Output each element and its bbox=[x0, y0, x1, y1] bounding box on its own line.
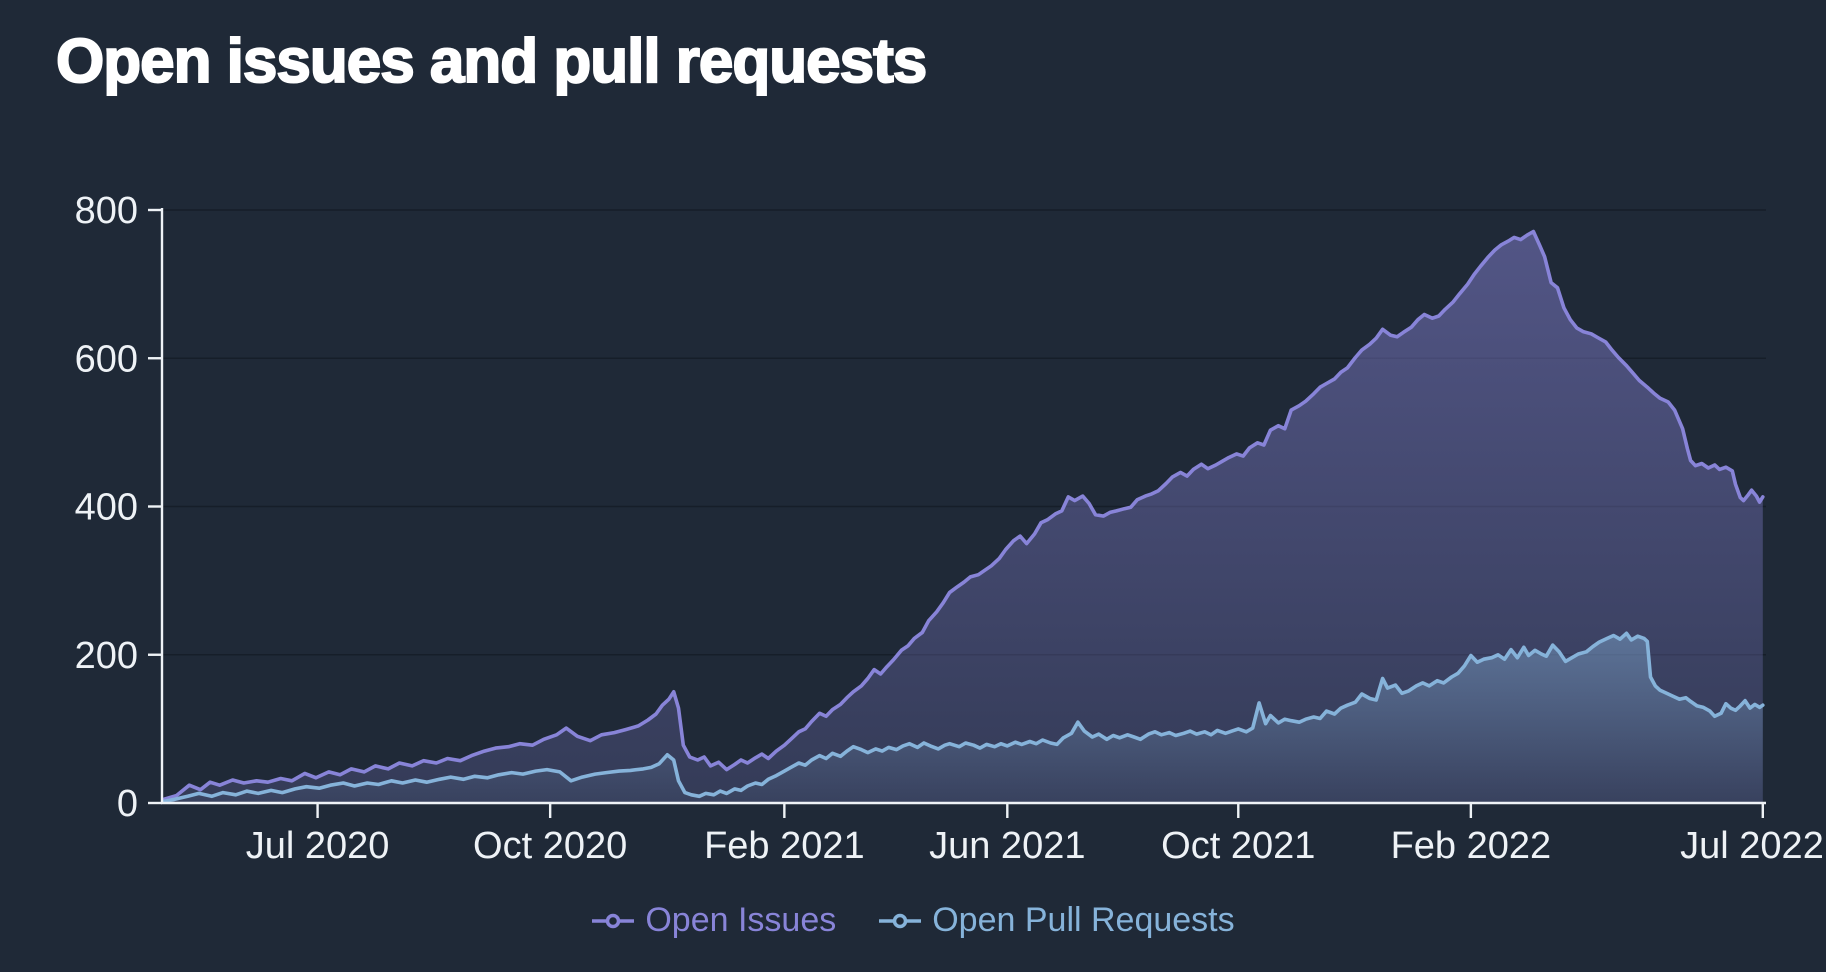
chart-legend: Open Issues Open Pull Requests bbox=[0, 901, 1826, 940]
open-pull-requests-area bbox=[163, 633, 1763, 803]
legend-label-open-pull-requests: Open Pull Requests bbox=[932, 901, 1235, 939]
x-axis-tick-label: Feb 2022 bbox=[1391, 825, 1552, 867]
y-axis-tick-label: 800 bbox=[75, 190, 138, 232]
x-axis-tick-label: Oct 2021 bbox=[1161, 825, 1315, 867]
x-axis-tick-label: Feb 2021 bbox=[704, 825, 865, 867]
y-axis-tick-label: 0 bbox=[117, 783, 138, 825]
open-issues-area bbox=[163, 231, 1763, 803]
open-pull-requests-line bbox=[161, 631, 1765, 804]
y-axis-tick-label: 600 bbox=[75, 338, 138, 380]
y-axis-tick-label: 200 bbox=[75, 635, 138, 677]
open-issues-line bbox=[161, 229, 1765, 802]
line-marker-icon bbox=[879, 913, 922, 928]
x-axis-tick-label: Jul 2020 bbox=[246, 825, 390, 867]
chart-title: Open issues and pull requests bbox=[55, 26, 928, 97]
x-axis-tick-label: Jul 2022 bbox=[1680, 825, 1824, 867]
line-marker-icon bbox=[592, 913, 635, 928]
y-axis-tick-label: 400 bbox=[75, 487, 138, 529]
legend-item-open-issues[interactable]: Open Issues bbox=[591, 901, 836, 940]
x-axis-tick-label: Jun 2021 bbox=[929, 825, 1085, 867]
x-axis-tick-label: Oct 2020 bbox=[473, 825, 627, 867]
legend-label-open-issues: Open Issues bbox=[645, 901, 837, 939]
legend-item-open-pull-requests[interactable]: Open Pull Requests bbox=[878, 901, 1235, 940]
